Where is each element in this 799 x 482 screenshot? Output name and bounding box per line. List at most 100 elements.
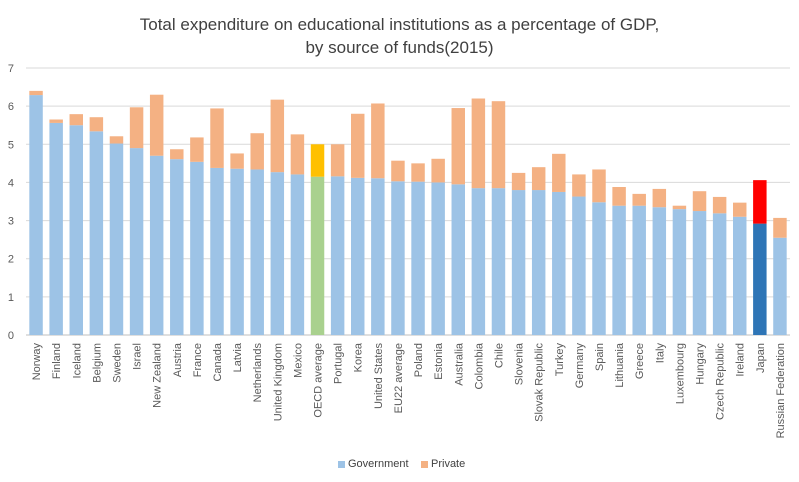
x-tick-label: Japan xyxy=(755,343,767,373)
x-tick-label: France xyxy=(192,343,204,377)
legend-swatch-private xyxy=(421,461,428,468)
x-tick-label: Austria xyxy=(172,342,184,377)
bar-private xyxy=(612,187,626,206)
bar-government xyxy=(310,176,325,335)
x-tick-label: Ireland xyxy=(735,343,747,377)
bar-government xyxy=(170,159,184,335)
bar-private xyxy=(511,172,526,191)
legend-swatch-government xyxy=(338,461,345,468)
bar-private xyxy=(371,103,385,179)
bar-government xyxy=(431,182,445,335)
bar-private xyxy=(190,137,204,162)
x-tick-label: Mexico xyxy=(292,343,304,378)
legend: Government Private xyxy=(0,458,799,474)
bar-private xyxy=(531,167,546,191)
bar-private xyxy=(230,153,244,169)
x-tick-label: Russian Federation xyxy=(775,343,787,438)
x-tick-label: Norway xyxy=(31,343,43,381)
x-tick-label: Greece xyxy=(634,343,646,379)
x-tick-label: Israel xyxy=(132,343,144,370)
bar-private xyxy=(471,98,486,189)
bar-government xyxy=(692,211,707,335)
bar-government xyxy=(270,172,285,335)
bar-private xyxy=(149,94,164,156)
x-tick-label: Canada xyxy=(212,342,224,381)
bar-government xyxy=(250,169,264,335)
y-tick-label: 4 xyxy=(8,177,14,189)
bar-private xyxy=(773,217,787,238)
bar-private xyxy=(351,113,365,178)
x-tick-label: Czech Republic xyxy=(715,343,727,421)
bar-private xyxy=(431,158,445,183)
x-tick-label: Latvia xyxy=(232,342,244,372)
y-tick-label: 2 xyxy=(8,254,14,266)
bar-private xyxy=(572,174,586,197)
bar-private xyxy=(552,153,566,192)
bar-government xyxy=(411,181,425,335)
y-tick-label: 7 xyxy=(8,63,14,75)
bar-private xyxy=(712,196,727,214)
x-tick-label: Slovenia xyxy=(514,342,526,385)
bar-private xyxy=(451,108,465,185)
bar-government xyxy=(491,188,506,335)
bar-private xyxy=(290,134,305,175)
y-tick-label: 3 xyxy=(8,216,14,228)
x-tick-label: Estonia xyxy=(433,342,445,380)
bar-government xyxy=(351,177,365,335)
bar-private xyxy=(692,191,707,212)
chart-subtitle: by source of funds(2015) xyxy=(305,38,494,57)
x-tick-label: Portugal xyxy=(333,343,345,384)
bar-government xyxy=(149,155,164,335)
bar-government xyxy=(109,143,124,335)
x-tick-label: Sweden xyxy=(111,343,123,383)
bar-government xyxy=(733,216,747,335)
bar-government xyxy=(210,167,224,335)
x-tick-label: New Zealand xyxy=(152,343,164,408)
bar-government xyxy=(49,122,63,335)
bar-private xyxy=(632,193,646,206)
bar-government xyxy=(511,190,526,335)
x-tick-label: Germany xyxy=(574,343,586,389)
bar-private xyxy=(652,188,667,208)
bar-private xyxy=(69,114,83,126)
x-tick-label: Poland xyxy=(413,343,425,377)
bar-private xyxy=(49,119,63,123)
bar-private xyxy=(592,169,606,203)
y-tick-label: 5 xyxy=(8,139,14,151)
bar-government xyxy=(531,190,546,335)
bar-private xyxy=(733,202,747,217)
bar-government xyxy=(391,181,405,335)
bar-government xyxy=(190,161,204,335)
bar-private xyxy=(250,133,264,170)
bar-government xyxy=(632,205,646,335)
chart-title: Total expenditure on educational institu… xyxy=(139,15,660,34)
x-tick-label: Belgium xyxy=(91,343,103,383)
bar-government xyxy=(672,209,687,335)
y-tick-label: 6 xyxy=(8,101,14,113)
x-tick-label: Australia xyxy=(453,342,465,386)
bar-private xyxy=(310,144,325,177)
bar-private xyxy=(170,149,184,160)
bar-government xyxy=(652,207,667,335)
x-tick-label: Lithuania xyxy=(614,342,626,388)
bar-private xyxy=(270,99,285,173)
bar-government xyxy=(471,188,486,335)
bar-government xyxy=(712,213,727,335)
x-tick-label: Netherlands xyxy=(252,343,264,403)
bar-government xyxy=(129,148,144,335)
x-tick-label: EU22 average xyxy=(393,343,405,413)
bar-private xyxy=(391,160,405,182)
x-tick-label: Italy xyxy=(654,343,666,364)
bar-private xyxy=(29,90,43,96)
bar-government xyxy=(69,125,83,335)
bar-private xyxy=(672,205,687,210)
bar-government xyxy=(592,202,606,335)
bar-private xyxy=(129,107,144,149)
bar-government xyxy=(89,131,104,335)
bar-government xyxy=(230,168,244,335)
x-tick-label: Luxembourg xyxy=(674,343,686,404)
bar-government xyxy=(29,95,43,336)
bar-private xyxy=(89,117,104,132)
